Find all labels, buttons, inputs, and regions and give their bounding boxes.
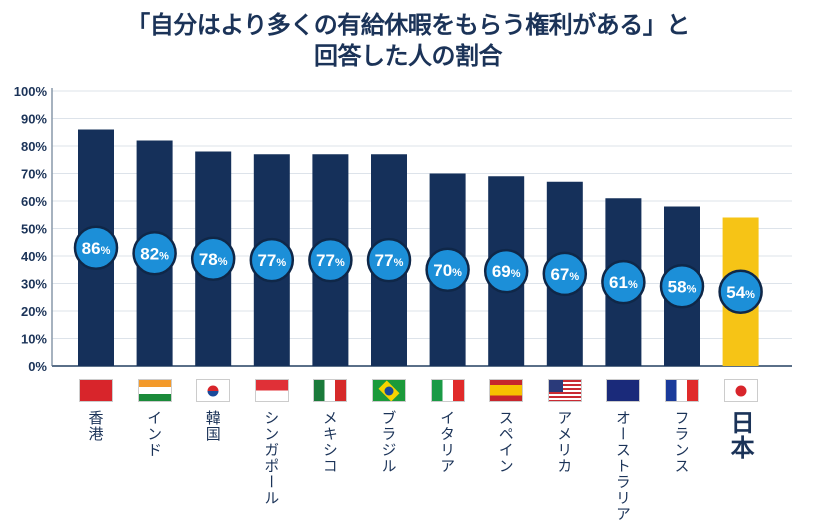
y-tick-label: 40% — [21, 249, 47, 264]
value-label-circle — [308, 237, 353, 283]
brazil-flag-icon — [372, 379, 406, 402]
category-label: シンガポール — [262, 410, 281, 506]
category-label: メキシコ — [320, 410, 339, 474]
y-tick-label: 50% — [21, 222, 47, 237]
hong-kong-flag-icon — [79, 379, 113, 402]
y-tick-label: 20% — [21, 304, 47, 319]
data-label: 61% — [609, 273, 638, 292]
y-tick-label: 60% — [21, 194, 47, 209]
category-label: 韓国 — [203, 410, 222, 442]
category-label: ブラジル — [379, 410, 398, 474]
y-tick-label: 70% — [21, 167, 47, 182]
y-tick-label: 0% — [28, 359, 47, 374]
value-label-circle — [542, 251, 588, 297]
value-label-circle — [718, 269, 763, 314]
mexico-flag-icon — [313, 379, 348, 402]
y-tick-label: 90% — [21, 112, 47, 127]
data-label: 58% — [668, 277, 697, 296]
chart-title: 「自分はより多くの有給休暇をもらう権利がある」と 回答した人の割合 — [0, 10, 816, 72]
value-label-circle — [659, 264, 705, 309]
france-flag-icon — [665, 379, 699, 402]
value-label-circle — [366, 237, 412, 283]
data-label: 77% — [257, 251, 286, 270]
japan-flag-icon — [723, 379, 758, 402]
data-label: 78% — [199, 250, 228, 269]
y-tick-label: 100% — [14, 84, 48, 99]
category-label: 日本 — [726, 410, 755, 460]
title-line-2: 回答した人の割合 — [314, 42, 503, 70]
australia-flag-icon — [606, 379, 641, 402]
y-tick-label: 10% — [21, 332, 47, 347]
category-label: インド — [145, 410, 164, 458]
data-label: 77% — [375, 251, 404, 270]
value-label-circle — [249, 237, 295, 283]
category-label: イタリア — [438, 410, 457, 474]
value-label-circle — [190, 236, 236, 281]
data-label: 69% — [492, 262, 521, 281]
category-label: スペイン — [496, 410, 515, 474]
y-tick-label: 30% — [21, 277, 47, 292]
data-label: 70% — [433, 261, 462, 280]
category-label: オーストラリア — [613, 410, 632, 522]
south-korea-flag-icon — [196, 379, 231, 402]
y-tick-label: 80% — [21, 139, 47, 154]
spain-flag-icon — [489, 379, 524, 402]
value-label-circle — [132, 231, 177, 276]
category-label: 香港 — [86, 410, 105, 442]
value-label-circle — [483, 248, 529, 294]
usa-flag-icon — [547, 379, 582, 402]
italy-flag-icon — [430, 379, 465, 402]
data-label: 67% — [550, 265, 579, 284]
data-label: 54% — [726, 283, 755, 302]
category-label: フランス — [672, 410, 691, 474]
data-label: 82% — [140, 244, 169, 263]
value-label-circle — [425, 247, 470, 292]
india-flag-icon — [137, 379, 172, 402]
data-label: 77% — [316, 251, 345, 270]
singapore-flag-icon — [254, 379, 289, 402]
title-line-1: 「自分はより多くの有給休暇をもらう権利がある」と — [126, 11, 690, 39]
value-label-circle — [601, 259, 646, 305]
category-label: アメリカ — [555, 410, 574, 474]
data-label: 86% — [82, 239, 111, 258]
value-label-circle — [73, 225, 119, 270]
